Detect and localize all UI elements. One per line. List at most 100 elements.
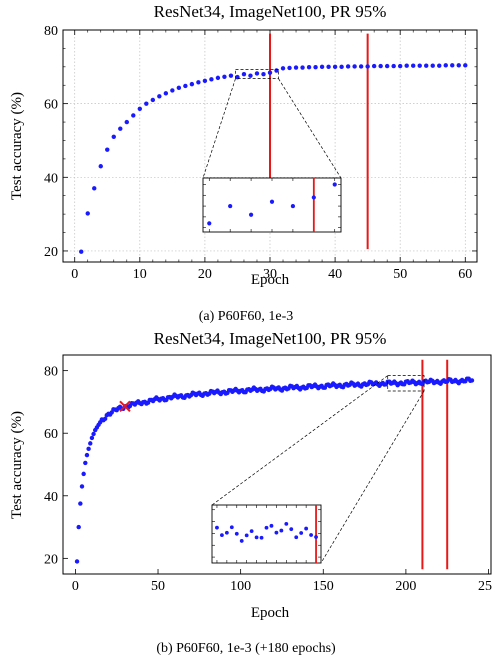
data-point bbox=[83, 460, 88, 466]
y-tick-label: 80 bbox=[44, 24, 58, 39]
chart-b-xlabel: Epoch bbox=[251, 605, 290, 621]
chart-b-ylabel: Test accuracy (%) bbox=[9, 411, 25, 519]
chart-a-title: ResNet34, ImageNet100, PR 95% bbox=[154, 2, 387, 21]
data-point bbox=[89, 435, 95, 441]
chart-a-inset bbox=[202, 177, 342, 233]
chart-b-caption: (b) P60F60, 1e-3 (+180 epochs) bbox=[156, 641, 336, 656]
inset-point bbox=[309, 533, 313, 537]
data-point bbox=[79, 484, 85, 489]
data-point bbox=[150, 97, 156, 103]
data-point bbox=[437, 63, 442, 68]
zoom-connector bbox=[320, 390, 425, 564]
data-point bbox=[222, 74, 227, 79]
x-tick-label: 0 bbox=[72, 579, 79, 594]
data-point bbox=[430, 63, 435, 68]
data-point bbox=[319, 64, 325, 70]
data-point bbox=[306, 64, 312, 70]
x-tick-label: 50 bbox=[151, 579, 165, 594]
data-point bbox=[196, 80, 201, 85]
chart-a-caption: (a) P60F60, 1e-3 bbox=[199, 309, 294, 324]
data-point bbox=[176, 85, 182, 91]
data-point bbox=[332, 64, 338, 70]
data-point bbox=[417, 63, 422, 68]
x-tick-label: 50 bbox=[393, 267, 407, 282]
chart-b-cross-marker bbox=[119, 400, 131, 413]
inset-point bbox=[304, 526, 309, 531]
data-point bbox=[469, 378, 475, 383]
inset-point bbox=[254, 535, 259, 540]
x-tick-label: 150 bbox=[313, 579, 334, 594]
y-tick-label: 80 bbox=[44, 365, 58, 380]
data-point bbox=[215, 75, 221, 81]
data-point bbox=[404, 63, 409, 68]
data-point bbox=[267, 70, 273, 75]
inset-point bbox=[248, 212, 254, 217]
data-point bbox=[79, 249, 84, 254]
data-point bbox=[85, 211, 90, 216]
data-point bbox=[280, 66, 286, 71]
x-tick-label: 10 bbox=[133, 267, 147, 282]
data-point bbox=[131, 113, 136, 118]
inset-point bbox=[249, 529, 254, 534]
chart-a-xlabel: Epoch bbox=[251, 272, 290, 288]
inset-point bbox=[224, 530, 229, 535]
inset-point bbox=[264, 525, 269, 530]
data-point bbox=[105, 147, 110, 152]
inset-point bbox=[239, 539, 244, 543]
inset-point bbox=[259, 535, 264, 540]
data-point bbox=[235, 74, 240, 80]
x-tick-label: 200 bbox=[395, 579, 416, 594]
x-tick-label: 30 bbox=[263, 267, 277, 282]
data-point bbox=[450, 63, 455, 68]
data-point bbox=[189, 81, 195, 87]
chart-b-inset bbox=[211, 504, 322, 564]
inset-point bbox=[299, 531, 304, 535]
chart-a-ticks: 0 10 20 30 40 50 60 20 40 60 80 bbox=[44, 24, 477, 282]
inset-point bbox=[279, 528, 284, 533]
inset-point bbox=[289, 527, 294, 532]
x-tick-label: 250 bbox=[478, 579, 492, 594]
chart-a-ylabel: Test accuracy (%) bbox=[9, 92, 25, 200]
data-point bbox=[456, 63, 461, 68]
data-point bbox=[163, 91, 169, 96]
inset-point bbox=[311, 195, 316, 200]
data-point bbox=[91, 431, 96, 437]
data-point bbox=[170, 88, 175, 93]
inset-point bbox=[244, 533, 249, 538]
zoom-connector bbox=[202, 78, 236, 179]
data-point bbox=[287, 65, 292, 71]
chart-a: ResNet34, ImageNet100, PR 95% 0 10 20 30 40 5… bbox=[9, 2, 478, 324]
data-point bbox=[365, 64, 370, 69]
chart-a-zoom-indicator bbox=[202, 69, 342, 179]
y-tick-label: 40 bbox=[44, 490, 58, 505]
data-point bbox=[241, 71, 247, 77]
y-tick-label: 20 bbox=[44, 245, 58, 260]
data-point bbox=[339, 64, 344, 70]
data-point bbox=[86, 446, 91, 452]
data-point bbox=[118, 126, 123, 131]
y-tick-label: 60 bbox=[44, 98, 58, 113]
chart-b-zoom-indicator bbox=[211, 375, 425, 564]
data-point bbox=[300, 65, 305, 70]
data-point bbox=[98, 164, 103, 169]
data-point bbox=[88, 441, 93, 446]
data-point bbox=[76, 524, 81, 530]
x-tick-label: 20 bbox=[198, 267, 212, 282]
inset-point bbox=[229, 525, 234, 530]
inset-point bbox=[274, 530, 279, 535]
data-point bbox=[183, 83, 188, 89]
data-point bbox=[261, 71, 266, 77]
inset-frame bbox=[211, 504, 322, 564]
inset-point bbox=[207, 221, 212, 226]
data-point bbox=[371, 63, 377, 69]
data-point bbox=[391, 63, 396, 69]
data-point bbox=[384, 63, 390, 69]
data-point bbox=[78, 501, 83, 506]
data-point bbox=[443, 63, 448, 68]
chart-a-vlines bbox=[269, 33, 369, 250]
chart-b-title: ResNet34, ImageNet100, PR 95% bbox=[154, 329, 387, 348]
data-point bbox=[92, 186, 97, 191]
inset-point bbox=[228, 203, 233, 209]
data-point bbox=[111, 134, 116, 139]
